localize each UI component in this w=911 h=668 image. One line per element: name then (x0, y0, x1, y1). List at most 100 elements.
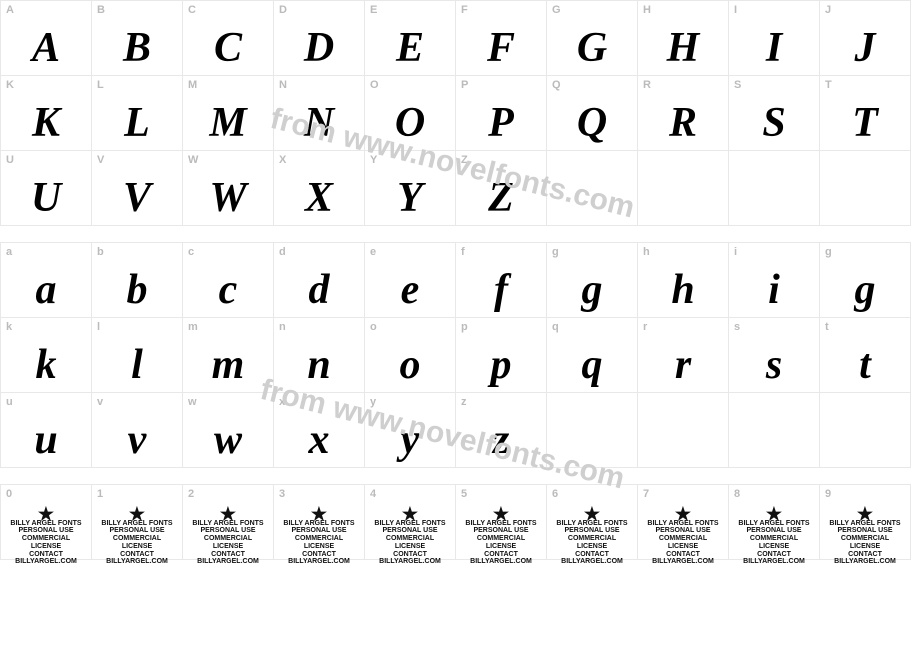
cell-label: 2 (188, 488, 194, 500)
cell-label: g (825, 246, 832, 258)
cell-glyph: H (638, 1, 728, 75)
cell-glyph: x (274, 393, 364, 467)
glyph-cell: AA (1, 1, 91, 75)
glyph-cell (638, 393, 728, 467)
glyph-cell: vv (92, 393, 182, 467)
glyph-cell: BB (92, 1, 182, 75)
glyph-cell: SS (729, 76, 819, 150)
cell-glyph: ★BILLY ARGEL FONTSPERSONAL USECOMMERCIAL… (274, 485, 364, 576)
glyph-cell: 5★BILLY ARGEL FONTSPERSONAL USECOMMERCIA… (456, 485, 546, 559)
glyph-cell: GG (547, 1, 637, 75)
cell-label: w (188, 396, 197, 408)
glyph-cell: XX (274, 151, 364, 225)
cell-label: K (6, 79, 14, 91)
cell-glyph: ★BILLY ARGEL FONTSPERSONAL USECOMMERCIAL… (820, 485, 910, 576)
cell-glyph: X (274, 151, 364, 225)
glyph-cell: 7★BILLY ARGEL FONTSPERSONAL USECOMMERCIA… (638, 485, 728, 559)
glyph-cell: xx (274, 393, 364, 467)
cell-glyph: ★BILLY ARGEL FONTSPERSONAL USECOMMERCIAL… (183, 485, 273, 576)
glyph-cell (729, 393, 819, 467)
cell-label: 9 (825, 488, 831, 500)
cell-glyph: f (456, 243, 546, 317)
cell-label: 7 (643, 488, 649, 500)
glyph-cell: 6★BILLY ARGEL FONTSPERSONAL USECOMMERCIA… (547, 485, 637, 559)
cell-glyph: D (274, 1, 364, 75)
cell-glyph: h (638, 243, 728, 317)
cell-glyph: Z (456, 151, 546, 225)
cell-glyph: g (547, 243, 637, 317)
glyph-cell: dd (274, 243, 364, 317)
glyph-cell (820, 151, 910, 225)
glyph-cell: oo (365, 318, 455, 392)
cell-glyph: k (1, 318, 91, 392)
cell-label: z (461, 396, 467, 408)
cell-label: n (279, 321, 286, 333)
cell-glyph: i (729, 243, 819, 317)
cell-label: Y (370, 154, 377, 166)
cell-label: e (370, 246, 376, 258)
cell-glyph: ★BILLY ARGEL FONTSPERSONAL USECOMMERCIAL… (365, 485, 455, 576)
glyph-cell (729, 151, 819, 225)
digits-grid: 0★BILLY ARGEL FONTSPERSONAL USECOMMERCIA… (0, 484, 911, 560)
cell-glyph: S (729, 76, 819, 150)
cell-label: T (825, 79, 832, 91)
cell-label: J (825, 4, 831, 16)
glyph-cell: pp (456, 318, 546, 392)
cell-glyph: B (92, 1, 182, 75)
cell-label: i (734, 246, 737, 258)
cell-label: s (734, 321, 740, 333)
cell-label: m (188, 321, 198, 333)
cell-label: W (188, 154, 198, 166)
cell-label: q (552, 321, 559, 333)
cell-glyph: d (274, 243, 364, 317)
glyph-cell: ii (729, 243, 819, 317)
cell-label: B (97, 4, 105, 16)
cell-label: b (97, 246, 104, 258)
glyph-cell: YY (365, 151, 455, 225)
cell-glyph: K (1, 76, 91, 150)
glyph-cell: bb (92, 243, 182, 317)
cell-glyph: e (365, 243, 455, 317)
glyph-cell: zz (456, 393, 546, 467)
cell-label: A (6, 4, 14, 16)
cell-glyph: J (820, 1, 910, 75)
glyph-cell: yy (365, 393, 455, 467)
glyph-cell: OO (365, 76, 455, 150)
cell-label: r (643, 321, 647, 333)
glyph-cell: II (729, 1, 819, 75)
glyph-cell: 1★BILLY ARGEL FONTSPERSONAL USECOMMERCIA… (92, 485, 182, 559)
uppercase-grid: AABBCCDDEEFFGGHHIIJJKKLLMMNNOOPPQQRRSSTT… (0, 0, 911, 226)
cell-label: Q (552, 79, 561, 91)
cell-glyph: v (92, 393, 182, 467)
cell-glyph: ★BILLY ARGEL FONTSPERSONAL USECOMMERCIAL… (456, 485, 546, 576)
cell-label: C (188, 4, 196, 16)
cell-label: X (279, 154, 286, 166)
cell-glyph: U (1, 151, 91, 225)
cell-glyph: R (638, 76, 728, 150)
glyph-cell: LL (92, 76, 182, 150)
cell-label: U (6, 154, 14, 166)
cell-label: u (6, 396, 13, 408)
cell-glyph: t (820, 318, 910, 392)
cell-label: S (734, 79, 741, 91)
glyph-cell: JJ (820, 1, 910, 75)
cell-label: 6 (552, 488, 558, 500)
cell-label: g (552, 246, 559, 258)
section-gap-2 (0, 468, 911, 484)
cell-label: d (279, 246, 286, 258)
cell-glyph: N (274, 76, 364, 150)
glyph-cell: UU (1, 151, 91, 225)
cell-label: f (461, 246, 465, 258)
glyph-cell: rr (638, 318, 728, 392)
glyph-cell: ss (729, 318, 819, 392)
glyph-cell: nn (274, 318, 364, 392)
cell-label: P (461, 79, 468, 91)
cell-glyph: P (456, 76, 546, 150)
cell-label: G (552, 4, 561, 16)
lowercase-grid: aabbccddeeffgghhiiggkkllmmnnooppqqrrsstt… (0, 242, 911, 468)
glyph-cell: CC (183, 1, 273, 75)
cell-glyph: ★BILLY ARGEL FONTSPERSONAL USECOMMERCIAL… (638, 485, 728, 576)
cell-label: y (370, 396, 376, 408)
glyph-cell: DD (274, 1, 364, 75)
glyph-cell: uu (1, 393, 91, 467)
